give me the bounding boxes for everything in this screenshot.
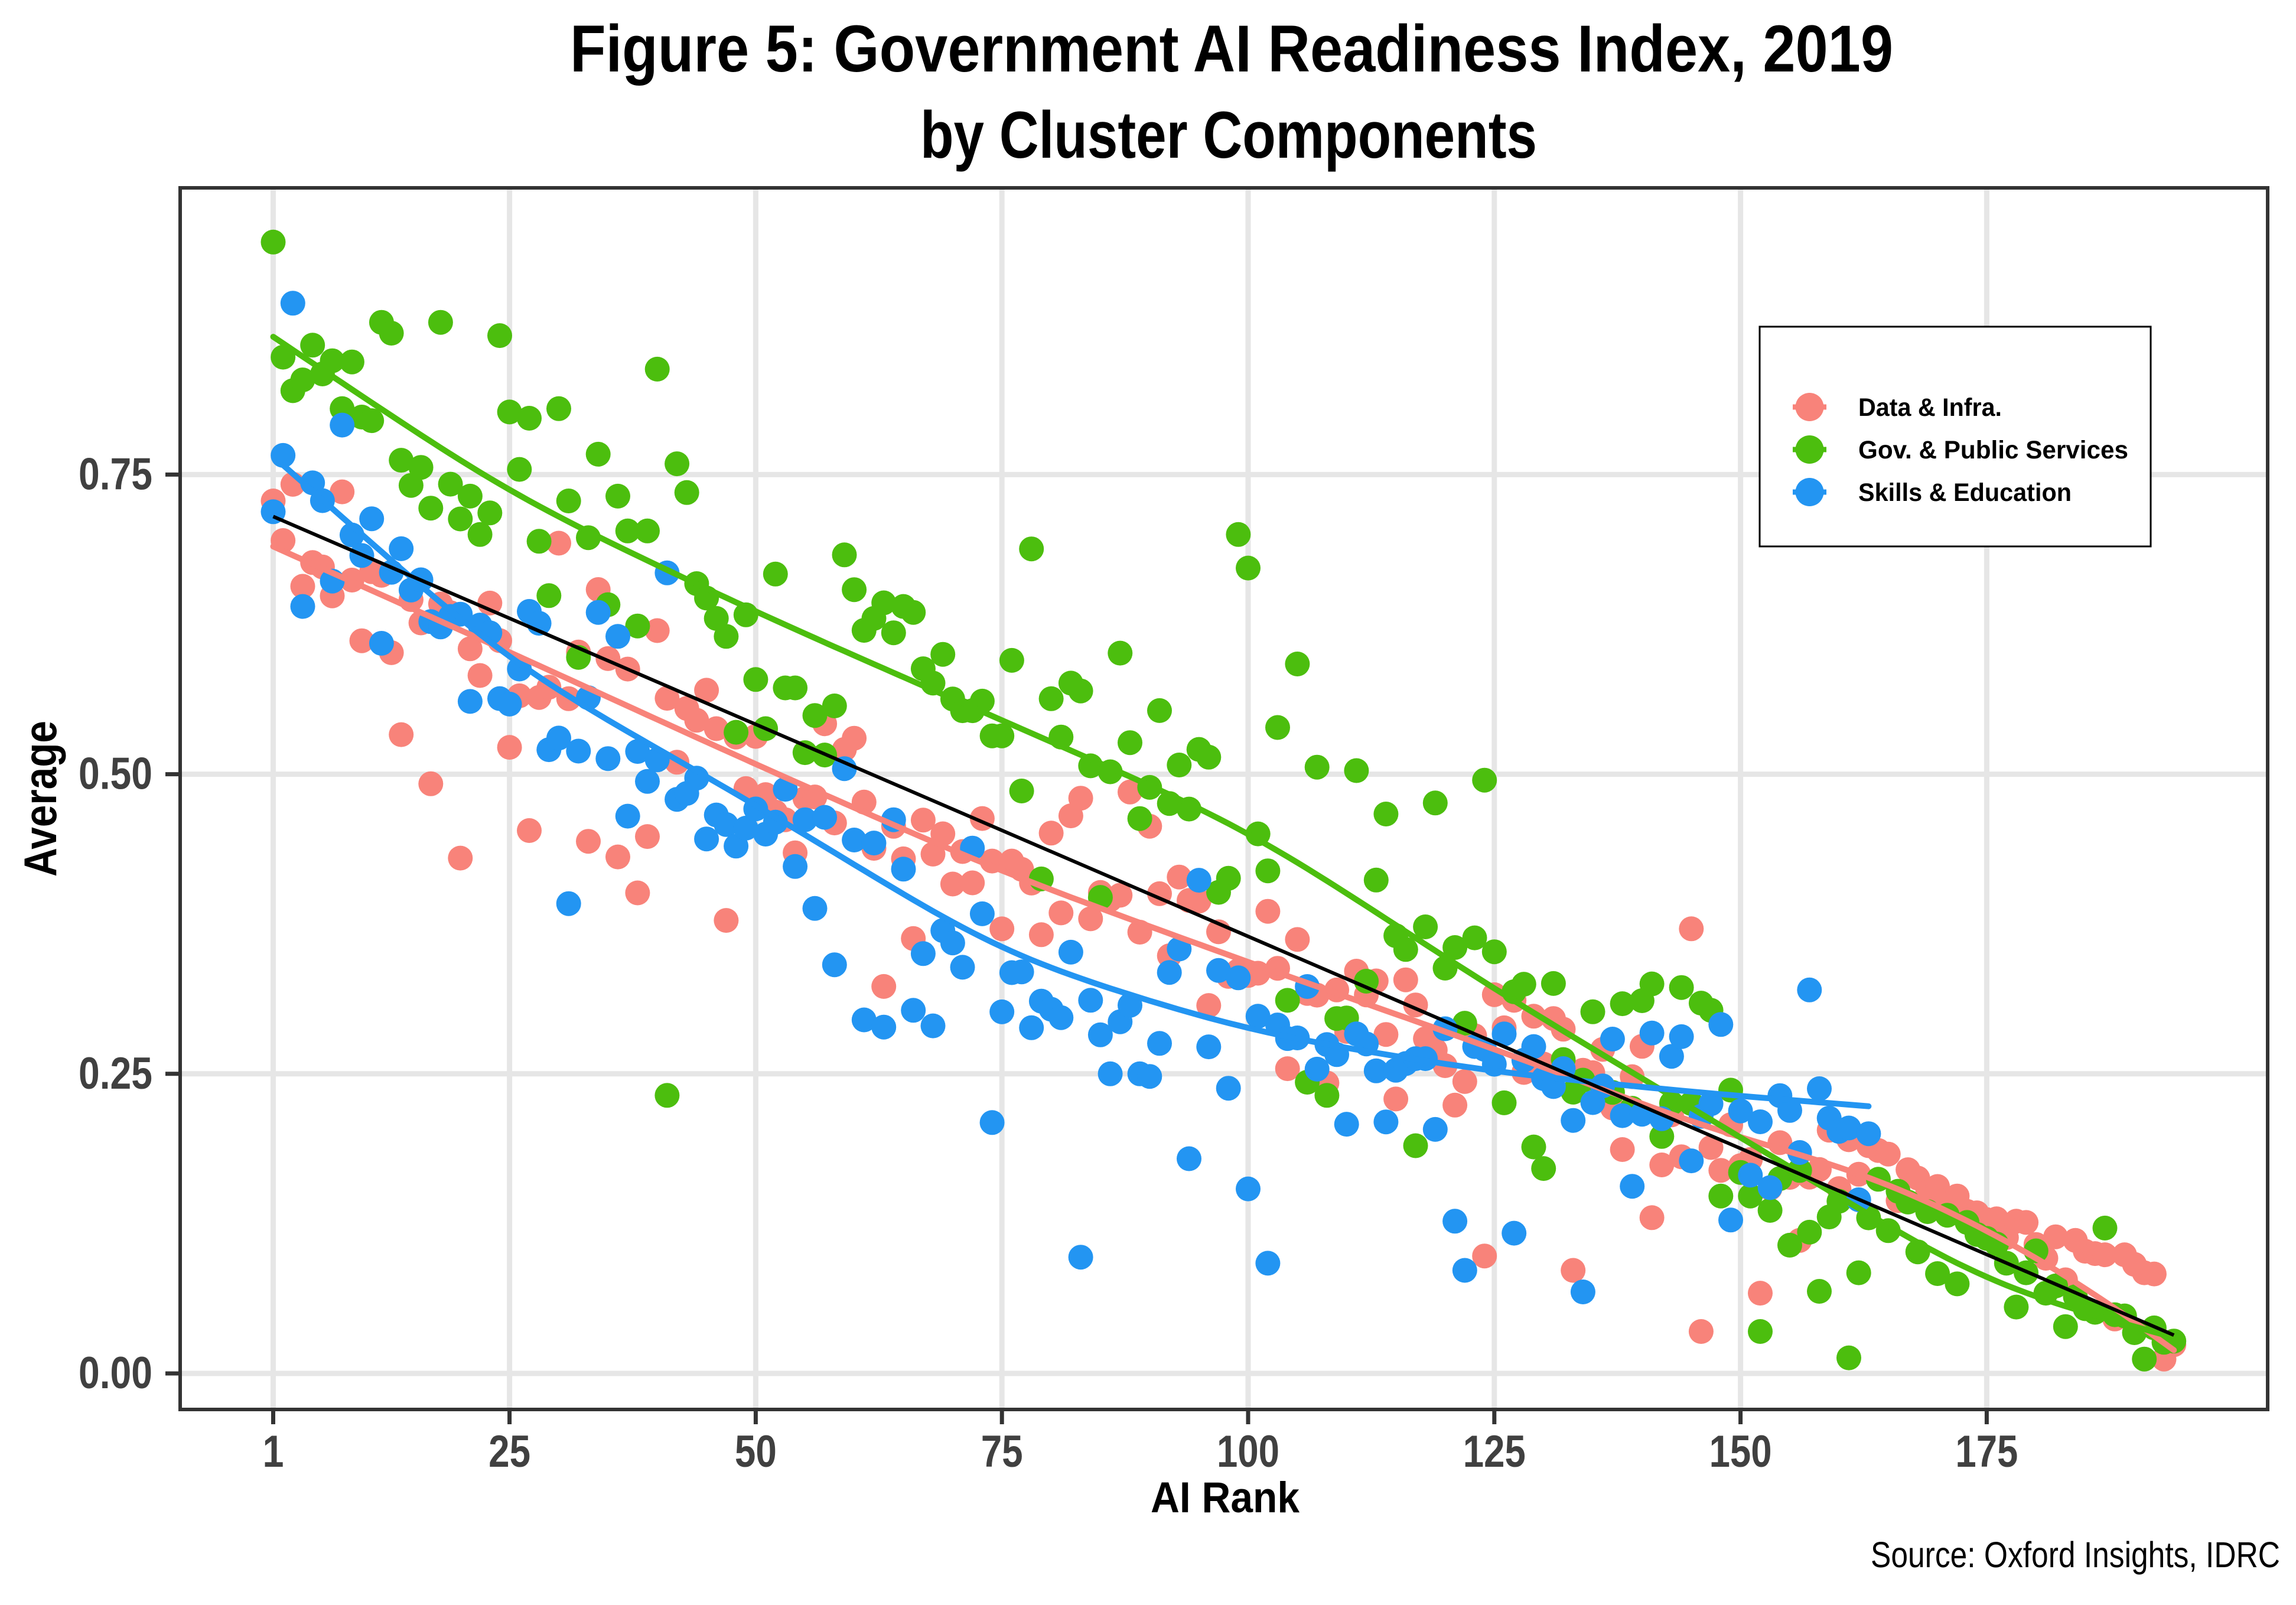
svg-text:175: 175 [1955, 1427, 2018, 1477]
svg-text:150: 150 [1709, 1427, 1772, 1477]
svg-text:0.00: 0.00 [79, 1348, 152, 1398]
svg-text:by Cluster Components: by Cluster Components [920, 98, 1537, 172]
svg-text:0.75: 0.75 [79, 449, 152, 499]
svg-text:50: 50 [735, 1427, 777, 1477]
svg-text:0.25: 0.25 [79, 1049, 152, 1099]
svg-text:75: 75 [981, 1427, 1023, 1477]
svg-text:0.50: 0.50 [79, 749, 152, 799]
svg-text:Gov. & Public Services: Gov. & Public Services [1858, 436, 2128, 464]
svg-text:25: 25 [488, 1427, 530, 1477]
svg-text:Average: Average [14, 721, 66, 877]
svg-text:100: 100 [1217, 1427, 1279, 1477]
svg-text:Source: Oxford Insights, IDRC: Source: Oxford Insights, IDRC [1871, 1535, 2280, 1575]
svg-text:Skills & Education: Skills & Education [1858, 478, 2072, 507]
svg-text:AI Rank: AI Rank [1151, 1474, 1300, 1522]
svg-text:1: 1 [263, 1427, 284, 1477]
svg-text:Data & Infra.: Data & Infra. [1858, 393, 2002, 422]
svg-text:Figure 5: Government AI Readin: Figure 5: Government AI Readiness Index,… [570, 12, 1893, 86]
svg-text:125: 125 [1463, 1427, 1526, 1477]
